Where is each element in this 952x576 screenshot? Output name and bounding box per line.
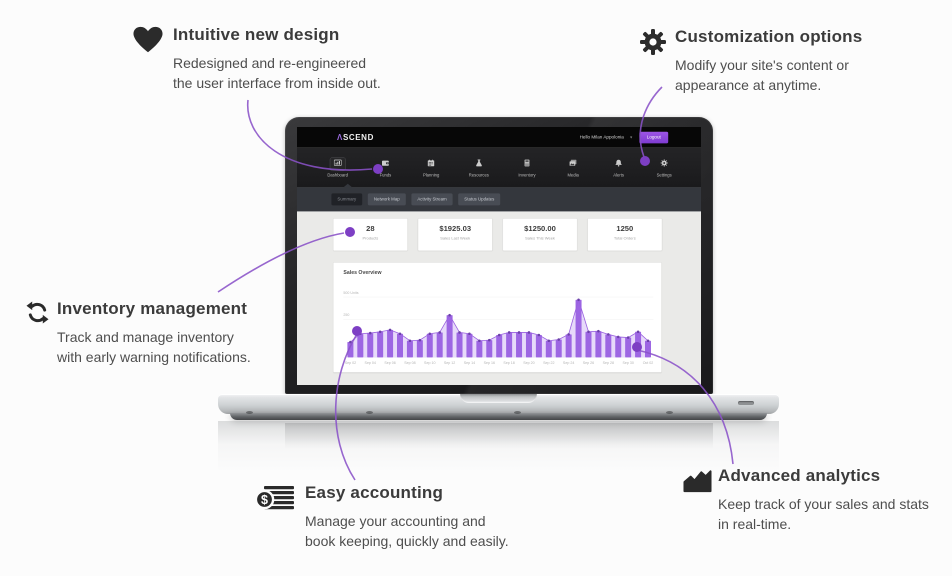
svg-text:Sep 14: Sep 14 [464, 361, 475, 365]
nav-item-settings[interactable]: Settings [656, 157, 672, 178]
nav-item-planning[interactable]: Planning [423, 157, 439, 178]
svg-text:Sep 06: Sep 06 [384, 361, 395, 365]
svg-text:Sep 28: Sep 28 [603, 361, 614, 365]
feature-advanced-analytics: Advanced analytics Keep track of your sa… [683, 466, 929, 535]
gear-icon [640, 29, 666, 60]
bar-chart-icon [333, 159, 342, 169]
active-nav-pointer [343, 183, 353, 188]
laptop-base-slot [738, 401, 754, 405]
feature-easy-accounting: $ Easy accounting Manage your accounting… [254, 483, 509, 552]
nav-item-dashboard[interactable]: Dashboard [327, 157, 348, 178]
laptop-reflection [218, 421, 779, 473]
user-menu-caret-icon[interactable]: ▼ [629, 135, 633, 140]
nav-item-resources[interactable]: Resources [469, 157, 489, 178]
feature-title: Intuitive new design [173, 25, 340, 44]
feature-description: Modify your site's content or appearance… [675, 57, 849, 94]
tab-network-map[interactable]: Network Map [367, 193, 406, 206]
feature-title: Advanced analytics [718, 466, 881, 485]
calendar-icon [427, 159, 435, 169]
feature-description: Track and manage inventory with early wa… [57, 329, 251, 366]
heart-icon [133, 26, 163, 59]
calculator-icon [523, 159, 531, 169]
photos-icon [569, 159, 577, 169]
laptop-foot [366, 411, 373, 414]
subtab-bar: Summary Network Map Activity Stream Stat… [297, 183, 701, 212]
logout-button[interactable]: Logout [639, 131, 669, 144]
dashboard-topbar: ΛSCEND Hello Milan Appolonia ▼ Logout [297, 127, 701, 148]
flask-icon [475, 159, 483, 169]
dollar-ledger-icon: $ [254, 485, 296, 515]
svg-text:Sep 26: Sep 26 [583, 361, 594, 365]
nav-item-alerts[interactable]: Alerts [611, 157, 627, 178]
laptop-foot [514, 411, 521, 414]
stat-card-products: 28 Products [333, 218, 408, 251]
gear-icon [660, 159, 668, 169]
svg-text:Sep 24: Sep 24 [563, 361, 574, 365]
feature-title: Customization options [675, 27, 863, 46]
chart-title: Sales Overview [343, 269, 382, 275]
stat-card-sales-this-week: $1250.00 Sales This Week [502, 218, 578, 251]
refresh-icon [26, 301, 49, 329]
svg-text:Sep 22: Sep 22 [543, 361, 554, 365]
user-greeting: Hello Milan Appolonia [579, 135, 624, 140]
nav-item-funds[interactable]: Funds [377, 157, 393, 178]
svg-text:$: $ [261, 493, 268, 507]
feature-inventory-management: Inventory management Track and manage in… [26, 299, 251, 368]
svg-text:Oct 02: Oct 02 [643, 361, 654, 365]
svg-text:Sep 16: Sep 16 [484, 361, 495, 365]
feature-description: Manage your accounting and book keeping,… [305, 513, 509, 550]
svg-text:Sep 04: Sep 04 [365, 361, 376, 365]
nav-item-inventory[interactable]: Inventory [518, 157, 536, 178]
sales-overview-chart: Sales Overview 500 Units 250 Sep 02 Sep 0… [333, 262, 662, 373]
feature-title: Easy accounting [305, 483, 444, 502]
wallet-icon [381, 159, 389, 169]
svg-text:Sep 08: Sep 08 [404, 361, 415, 365]
feature-title: Inventory management [57, 299, 248, 318]
ascend-logo: ΛSCEND [337, 132, 374, 142]
laptop-foot [666, 411, 673, 414]
svg-text:Sep 12: Sep 12 [444, 361, 455, 365]
stat-card-sales-last-week: $1925.03 Sales Last Week [417, 218, 493, 251]
svg-text:Sep 18: Sep 18 [503, 361, 514, 365]
feature-description: Keep track of your sales and stats in re… [718, 496, 929, 533]
svg-text:Sep 30: Sep 30 [622, 361, 633, 365]
tab-status-updates[interactable]: Status Updates [458, 193, 501, 206]
laptop-base-underside [230, 413, 767, 420]
svg-text:Sep 20: Sep 20 [523, 361, 534, 365]
stats-row: 28 Products $1925.03 Sales Last Week $12… [333, 218, 663, 251]
area-chart-icon [683, 469, 712, 498]
laptop-foot [246, 411, 253, 414]
feature-customization-options: Customization options Modify your site's… [640, 27, 862, 96]
tab-activity-stream[interactable]: Activity Stream [411, 193, 453, 206]
laptop-screen: ΛSCEND Hello Milan Appolonia ▼ Logout Da… [297, 127, 701, 385]
nav-item-media[interactable]: Media [565, 157, 581, 178]
main-nav: Dashboard Funds Planning Resources Inven… [297, 147, 701, 188]
svg-text:Sep 02: Sep 02 [345, 361, 356, 365]
laptop-lid-notch [460, 394, 537, 403]
stat-card-total-orders: 1250 Total Orders [587, 218, 663, 251]
tab-summary[interactable]: Summary [331, 193, 363, 206]
y-axis-label: 250 [343, 313, 350, 317]
chart-plot-area: Sep 02 Sep 04 Sep 06 Sep 08 Sep 10 Sep 12 Sep … [343, 296, 654, 365]
feature-intuitive-new-design: Intuitive new design Redesigned and re-e… [133, 25, 381, 94]
svg-text:Sep 10: Sep 10 [424, 361, 435, 365]
y-axis-label: 500 Units [343, 290, 359, 295]
feature-description: Redesigned and re-engineered the user in… [173, 55, 381, 92]
bell-icon [615, 159, 623, 169]
